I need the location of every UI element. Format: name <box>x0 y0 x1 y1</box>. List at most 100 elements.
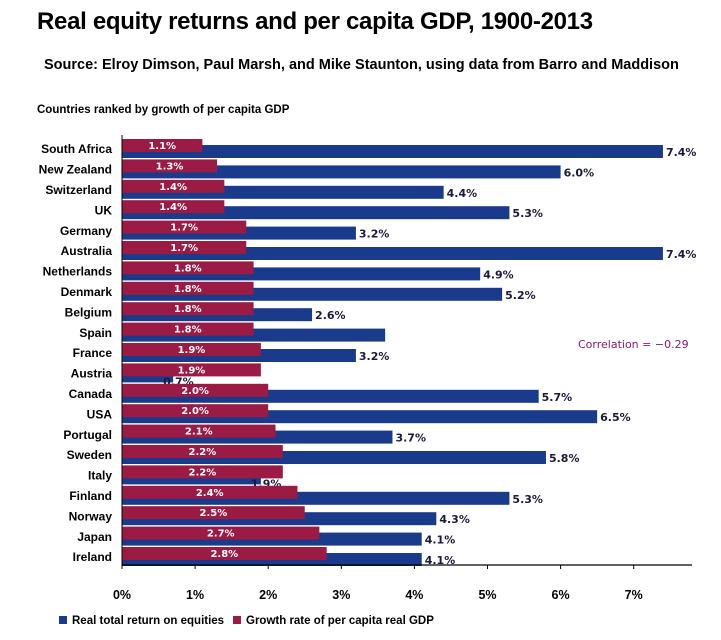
equity-value-label: 5.3% <box>512 493 543 506</box>
equity-value-label: 4.9% <box>483 268 514 281</box>
category-label: South Africa <box>41 142 112 156</box>
equity-value-label: 4.1% <box>425 534 456 547</box>
x-tick-label: 4% <box>405 588 423 602</box>
category-label: Denmark <box>61 285 113 299</box>
gdp-value-label: 1.7% <box>170 243 198 254</box>
gdp-value-label: 2.1% <box>185 427 213 438</box>
category-label: Sweden <box>67 448 112 462</box>
equity-value-label: 4.4% <box>447 187 478 200</box>
chart-title: Real equity returns and per capita GDP, … <box>37 8 593 35</box>
gdp-value-label: 1.3% <box>156 161 184 172</box>
equity-bar <box>122 165 561 179</box>
gdp-bar <box>122 383 269 397</box>
category-label: UK <box>95 203 113 217</box>
gdp-bar <box>122 404 269 418</box>
gdp-bar <box>122 281 254 295</box>
equity-value-label: 5.7% <box>542 391 573 404</box>
gdp-value-label: 1.7% <box>170 223 198 234</box>
equity-value-label: 3.2% <box>359 228 390 241</box>
gdp-value-label: 1.4% <box>159 202 187 213</box>
gdp-bar <box>122 363 261 377</box>
gdp-value-label: 2.7% <box>207 529 235 540</box>
gdp-value-label: 2.2% <box>189 447 217 458</box>
category-label: Spain <box>79 326 112 340</box>
gdp-bar <box>122 322 254 336</box>
category-label: USA <box>87 407 113 421</box>
equity-value-label: 4.3% <box>439 513 470 526</box>
equity-value-label: 7.4% <box>666 248 697 261</box>
gdp-bar <box>122 526 320 540</box>
chart-subtitle: Source: Elroy Dimson, Paul Marsh, and Mi… <box>44 57 679 73</box>
equity-value-label: 6.0% <box>564 166 595 179</box>
gdp-bar <box>122 343 261 356</box>
gdp-bar <box>122 179 225 193</box>
category-label: New Zealand <box>39 163 112 177</box>
gdp-value-label: 1.9% <box>178 345 206 356</box>
gdp-value-label: 2.4% <box>196 488 224 499</box>
gdp-bar <box>122 159 218 173</box>
category-label: France <box>73 346 113 360</box>
category-label: Netherlands <box>43 265 113 279</box>
gdp-bar <box>122 485 298 499</box>
gdp-value-label: 2.0% <box>181 406 209 417</box>
gdp-value-label: 1.8% <box>174 325 202 336</box>
gdp-bar <box>122 465 283 479</box>
category-label: Ireland <box>73 550 112 564</box>
legend-swatch-gdp <box>233 616 241 624</box>
equity-value-label: 7.4% <box>666 146 697 159</box>
gdp-bar <box>122 200 225 214</box>
category-label: Finland <box>69 489 112 503</box>
gdp-value-label: 1.4% <box>159 182 187 193</box>
gdp-value-label: 1.8% <box>174 263 202 274</box>
x-tick-label: 3% <box>332 588 350 602</box>
gdp-value-label: 2.5% <box>200 508 228 519</box>
category-label: Austria <box>71 367 113 381</box>
legend-swatch-equities <box>59 616 67 624</box>
equity-value-label: 5.8% <box>549 452 580 465</box>
category-label: Australia <box>61 244 113 258</box>
gdp-bar <box>122 302 254 316</box>
gdp-bar <box>122 547 327 560</box>
x-tick-label: 1% <box>186 588 204 602</box>
gdp-value-label: 2.8% <box>210 549 238 560</box>
category-label: Portugal <box>63 428 112 442</box>
equity-value-label: 3.7% <box>395 432 426 445</box>
category-label: Switzerland <box>45 183 112 197</box>
equity-value-label: 3.2% <box>359 350 390 363</box>
equity-value-label: 5.2% <box>505 289 536 302</box>
gdp-bar <box>122 261 254 275</box>
equity-bar <box>122 145 663 158</box>
x-tick-label: 2% <box>259 588 277 602</box>
gdp-bar <box>122 445 283 458</box>
category-label: Italy <box>88 469 112 483</box>
correlation-annotation: Correlation = −0.29 <box>578 338 689 351</box>
x-tick-label: 5% <box>478 588 496 602</box>
chart-note: Countries ranked by growth of per capita… <box>37 104 290 116</box>
category-label: Germany <box>60 224 112 238</box>
x-tick-label: 7% <box>625 588 643 602</box>
equity-value-label: 2.6% <box>315 309 346 322</box>
gdp-value-label: 1.1% <box>148 141 176 152</box>
gdp-value-label: 1.9% <box>178 365 206 376</box>
equity-value-label: 5.3% <box>512 207 543 220</box>
gdp-bar <box>122 424 276 438</box>
gdp-bar <box>122 241 247 254</box>
category-label: Belgium <box>65 305 112 319</box>
x-tick-label: 0% <box>113 588 131 602</box>
legend-label-equities: Real total return on equities <box>72 615 224 627</box>
gdp-bar <box>122 220 247 234</box>
gdp-value-label: 2.0% <box>181 386 209 397</box>
category-label: Norway <box>69 509 113 523</box>
equity-bar <box>122 247 663 260</box>
category-label: Canada <box>69 387 113 401</box>
gdp-value-label: 2.2% <box>189 467 217 478</box>
equity-value-label: 6.5% <box>600 411 631 424</box>
gdp-value-label: 1.8% <box>174 284 202 295</box>
equity-value-label: 4.1% <box>425 554 456 567</box>
gdp-bar <box>122 506 305 520</box>
category-label: Japan <box>77 530 112 544</box>
gdp-bar <box>122 139 203 152</box>
legend-label-gdp: Growth rate of per capita real GDP <box>246 615 434 627</box>
x-tick-label: 6% <box>552 588 570 602</box>
